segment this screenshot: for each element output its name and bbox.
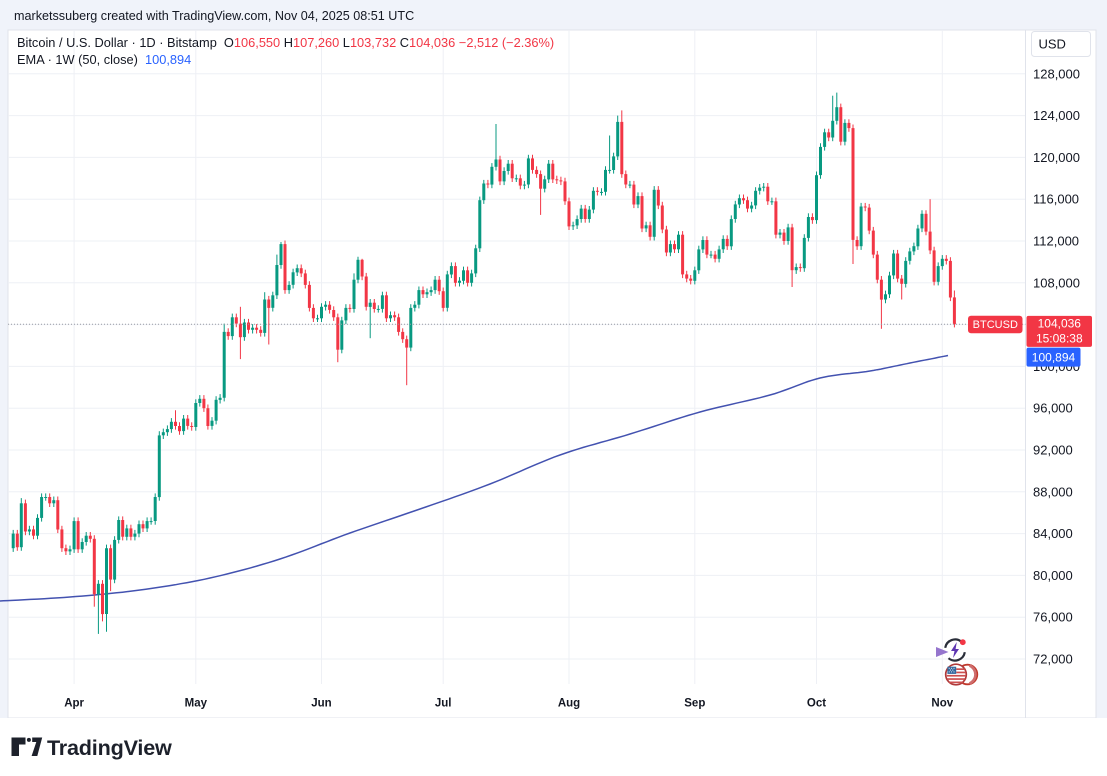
svg-text:USD: USD (1039, 37, 1066, 52)
svg-text:Sep: Sep (684, 698, 705, 710)
svg-text:92,000: 92,000 (1033, 443, 1073, 458)
svg-text:104,036: 104,036 (1038, 317, 1082, 331)
svg-text:Nov: Nov (931, 698, 953, 710)
svg-text:128,000: 128,000 (1033, 66, 1080, 81)
svg-text:120,000: 120,000 (1033, 150, 1080, 165)
svg-text:Jul: Jul (435, 698, 452, 710)
svg-text:marketssuberg created with Tra: marketssuberg created with TradingView.c… (14, 9, 414, 23)
svg-text:Bitcoin / U.S. Dollar · 1D · B: Bitcoin / U.S. Dollar · 1D · Bitstamp O1… (17, 35, 554, 50)
svg-text:EMA · 1W (50, close) 100,894: EMA · 1W (50, close) 100,894 (17, 52, 191, 67)
svg-text:Aug: Aug (558, 698, 580, 710)
svg-text:BTCUSD: BTCUSD (973, 319, 1018, 331)
svg-text:Apr: Apr (64, 698, 84, 710)
svg-text:15:08:38: 15:08:38 (1036, 332, 1083, 346)
svg-text:72,000: 72,000 (1033, 652, 1073, 667)
svg-text:84,000: 84,000 (1033, 526, 1073, 541)
svg-text:Oct: Oct (807, 698, 826, 710)
svg-text:May: May (185, 698, 208, 710)
svg-text:96,000: 96,000 (1033, 401, 1073, 416)
svg-text:108,000: 108,000 (1033, 275, 1080, 290)
svg-text:116,000: 116,000 (1033, 192, 1079, 207)
svg-text:TradingView: TradingView (47, 735, 172, 760)
svg-text:124,000: 124,000 (1033, 108, 1080, 123)
svg-text:88,000: 88,000 (1033, 484, 1073, 499)
svg-text:112,000: 112,000 (1033, 234, 1079, 249)
svg-text:80,000: 80,000 (1033, 568, 1073, 583)
svg-text:Jun: Jun (311, 698, 331, 710)
svg-text:76,000: 76,000 (1033, 610, 1073, 625)
svg-text:100,894: 100,894 (1032, 350, 1076, 364)
